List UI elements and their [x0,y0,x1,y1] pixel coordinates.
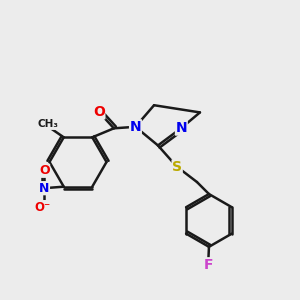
Text: O: O [93,105,105,119]
Text: N: N [130,120,141,134]
Text: N: N [39,182,50,195]
Text: F: F [204,258,213,272]
Text: CH₃: CH₃ [38,119,59,129]
Text: N: N [176,121,187,135]
Text: S: S [172,160,182,174]
Text: O⁻: O⁻ [34,201,51,214]
Text: O: O [39,164,50,177]
